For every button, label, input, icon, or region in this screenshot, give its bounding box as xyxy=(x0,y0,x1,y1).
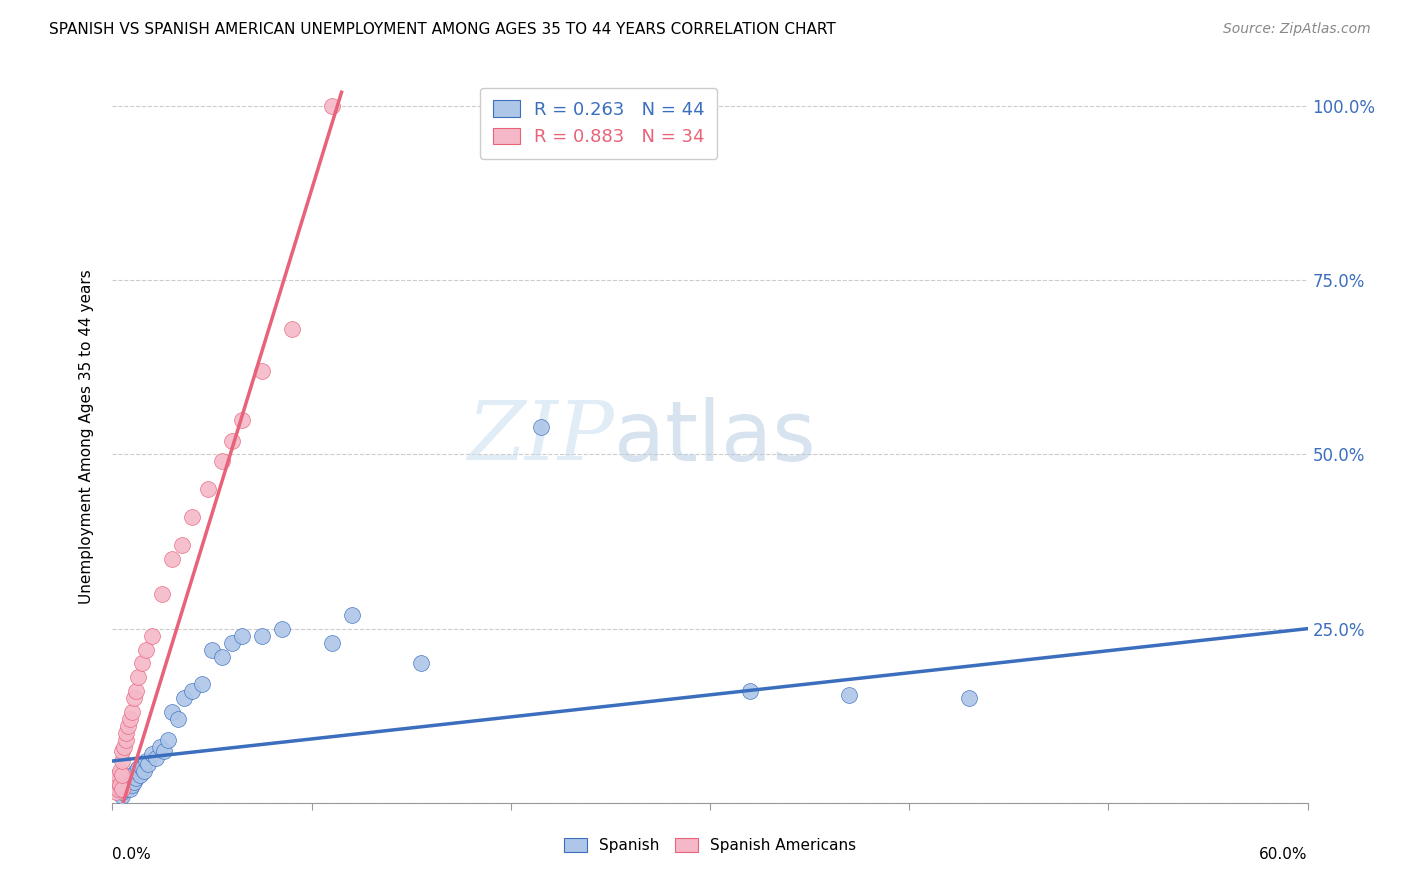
Y-axis label: Unemployment Among Ages 35 to 44 years: Unemployment Among Ages 35 to 44 years xyxy=(79,269,94,605)
Point xyxy=(173,691,195,706)
Point xyxy=(129,768,152,782)
Point xyxy=(157,733,180,747)
Point xyxy=(162,552,183,566)
Point xyxy=(127,670,149,684)
Point xyxy=(530,419,553,434)
Point xyxy=(191,677,214,691)
Point xyxy=(111,743,134,757)
Point xyxy=(124,775,146,789)
Point xyxy=(125,684,148,698)
Point xyxy=(125,772,148,786)
Point xyxy=(111,781,134,796)
Point xyxy=(127,761,149,775)
Point xyxy=(121,705,143,719)
Point xyxy=(125,764,148,779)
Point xyxy=(250,629,273,643)
Point xyxy=(105,778,128,792)
Point xyxy=(172,538,194,552)
Point xyxy=(145,750,167,764)
Point xyxy=(153,743,176,757)
Point xyxy=(107,775,129,789)
Point xyxy=(149,740,172,755)
Point xyxy=(221,434,243,448)
Point xyxy=(135,642,157,657)
Text: 60.0%: 60.0% xyxy=(1260,847,1308,862)
Point xyxy=(321,99,343,113)
Point xyxy=(231,629,253,643)
Point xyxy=(120,775,142,789)
Point xyxy=(340,607,363,622)
Point xyxy=(115,778,138,792)
Point xyxy=(115,781,138,796)
Point xyxy=(111,789,134,803)
Point xyxy=(181,684,204,698)
Point xyxy=(134,764,156,779)
Point xyxy=(111,778,134,792)
Point xyxy=(250,364,273,378)
Point xyxy=(110,778,132,792)
Point xyxy=(111,754,134,768)
Point xyxy=(141,629,163,643)
Point xyxy=(105,785,128,799)
Point xyxy=(114,740,135,755)
Point xyxy=(197,483,219,497)
Text: atlas: atlas xyxy=(614,397,815,477)
Point xyxy=(107,781,129,796)
Point xyxy=(162,705,183,719)
Text: ZIP: ZIP xyxy=(468,397,614,477)
Point xyxy=(150,587,173,601)
Point xyxy=(115,726,138,740)
Point xyxy=(211,454,233,468)
Point xyxy=(281,322,304,336)
Point xyxy=(738,684,761,698)
Text: 0.0%: 0.0% xyxy=(112,847,152,862)
Point xyxy=(411,657,433,671)
Point xyxy=(211,649,233,664)
Point xyxy=(131,761,153,775)
Point xyxy=(107,768,129,782)
Point xyxy=(121,778,143,792)
Point xyxy=(111,781,134,796)
Point xyxy=(838,688,860,702)
Point xyxy=(141,747,163,761)
Point xyxy=(124,691,146,706)
Point xyxy=(270,622,292,636)
Point xyxy=(231,412,253,426)
Point xyxy=(131,657,153,671)
Point xyxy=(138,757,160,772)
Text: SPANISH VS SPANISH AMERICAN UNEMPLOYMENT AMONG AGES 35 TO 44 YEARS CORRELATION C: SPANISH VS SPANISH AMERICAN UNEMPLOYMENT… xyxy=(49,22,837,37)
Point xyxy=(115,775,138,789)
Point xyxy=(111,785,134,799)
Point xyxy=(120,781,142,796)
Point xyxy=(111,768,134,782)
Point xyxy=(201,642,224,657)
Point xyxy=(110,764,132,779)
Point xyxy=(167,712,190,726)
Legend: Spanish, Spanish Americans: Spanish, Spanish Americans xyxy=(557,830,863,861)
Point xyxy=(117,719,139,733)
Text: Source: ZipAtlas.com: Source: ZipAtlas.com xyxy=(1223,22,1371,37)
Point xyxy=(181,510,204,524)
Point xyxy=(117,778,139,792)
Point xyxy=(957,691,980,706)
Point xyxy=(221,635,243,649)
Point xyxy=(121,768,143,782)
Point xyxy=(135,754,157,768)
Point xyxy=(115,733,138,747)
Point xyxy=(321,635,343,649)
Point xyxy=(120,712,142,726)
